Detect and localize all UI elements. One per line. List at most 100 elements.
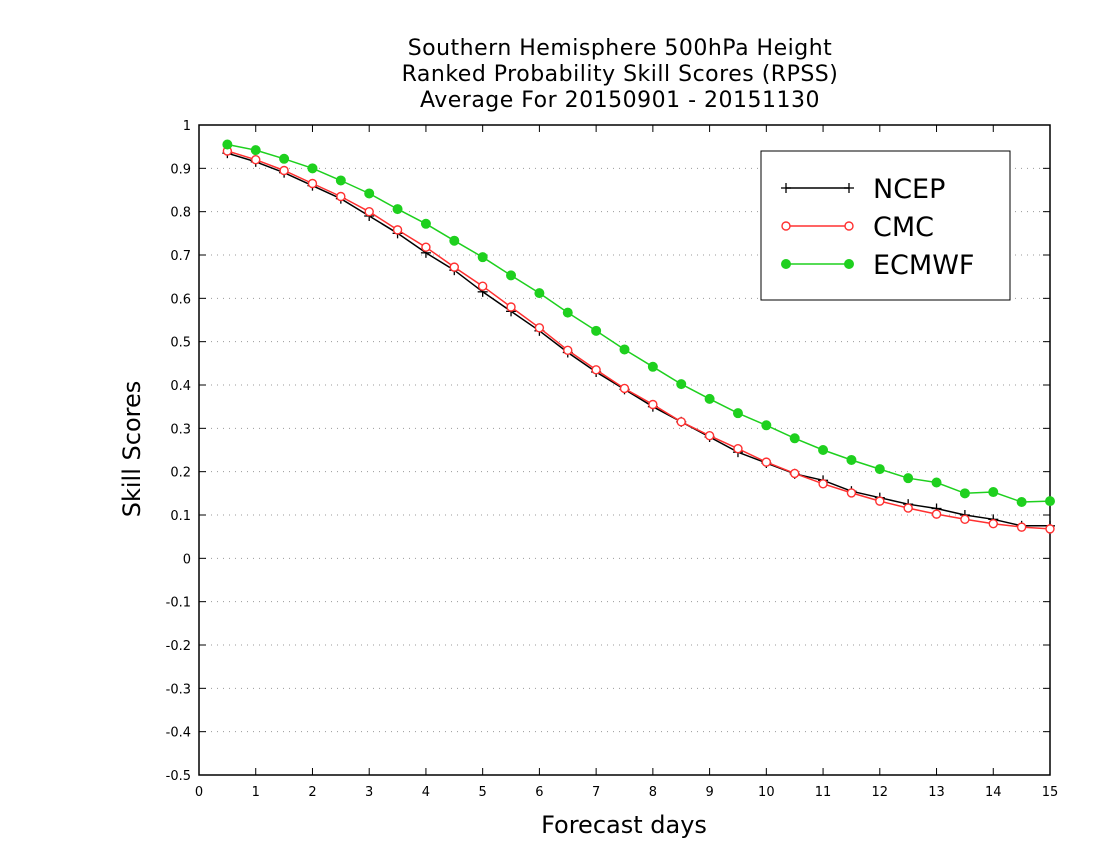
y-tick-label: -0.2 bbox=[166, 639, 191, 654]
chart-title-line-1: Southern Hemisphere 500hPa Height bbox=[407, 36, 833, 61]
data-point-ecmwf bbox=[222, 139, 233, 150]
data-point-cmc bbox=[704, 431, 715, 441]
legend-marker-cmc bbox=[844, 221, 854, 231]
data-point-ecmwf bbox=[307, 163, 318, 174]
data-point-cmc bbox=[364, 206, 374, 217]
data-point-ecmwf bbox=[364, 188, 375, 199]
x-tick-label: 5 bbox=[479, 785, 487, 800]
x-tick-label: 10 bbox=[758, 785, 775, 800]
legend: NCEP CMC ECMWF bbox=[760, 150, 1011, 301]
y-tick-label: 0.3 bbox=[170, 422, 191, 437]
data-point-cmc bbox=[591, 365, 601, 375]
data-point-ecmwf bbox=[477, 252, 488, 263]
data-point-ecmwf bbox=[420, 218, 431, 229]
legend-marker-cmc bbox=[781, 221, 791, 231]
legend-marker-ecmwf bbox=[844, 259, 854, 269]
x-tick-label: 9 bbox=[705, 785, 713, 800]
data-point-cmc bbox=[421, 242, 431, 252]
data-point-ecmwf bbox=[874, 464, 885, 475]
data-point-cmc bbox=[875, 496, 885, 506]
data-point-cmc bbox=[846, 488, 857, 498]
series-line-ncep bbox=[227, 152, 1050, 527]
x-tick-label: 11 bbox=[815, 785, 832, 800]
data-point-cmc bbox=[1016, 522, 1027, 532]
y-tick-label: -0.1 bbox=[166, 596, 191, 611]
data-point-ecmwf bbox=[506, 270, 517, 281]
data-point-ecmwf bbox=[335, 175, 346, 186]
data-point-ecmwf bbox=[392, 204, 403, 215]
data-point-ecmwf bbox=[676, 379, 687, 390]
data-point-cmc bbox=[1045, 524, 1055, 534]
legend-label-ncep: NCEP bbox=[873, 174, 945, 205]
data-point-cmc bbox=[506, 302, 516, 312]
data-point-cmc bbox=[818, 479, 828, 489]
data-point-cmc bbox=[733, 444, 743, 454]
y-tick-label: 0.5 bbox=[170, 336, 191, 351]
data-point-ecmwf bbox=[846, 454, 857, 465]
y-tick-label: 0.4 bbox=[170, 379, 191, 394]
data-point-cmc bbox=[619, 383, 630, 394]
y-tick-label: 0.7 bbox=[170, 249, 191, 264]
y-tick-label: 1 bbox=[183, 119, 191, 134]
y-tick-label: 0.8 bbox=[170, 206, 191, 221]
y-tick-label: 0.9 bbox=[170, 162, 191, 177]
y-tick-label: 0 bbox=[183, 552, 191, 567]
chart-title-line-2: Ranked Probability Skill Scores (RPSS) bbox=[401, 62, 839, 87]
data-point-cmc bbox=[534, 323, 545, 333]
data-point-ecmwf bbox=[931, 477, 942, 488]
y-tick-label: -0.4 bbox=[166, 726, 191, 741]
y-tick-label: 0.6 bbox=[170, 292, 191, 307]
data-point-ecmwf bbox=[988, 487, 999, 498]
x-tick-label: 15 bbox=[1042, 785, 1059, 800]
data-point-cmc bbox=[279, 165, 289, 176]
data-point-ecmwf bbox=[761, 420, 772, 431]
data-point-ecmwf bbox=[818, 445, 829, 455]
data-point-cmc bbox=[648, 399, 658, 410]
data-point-cmc bbox=[449, 262, 459, 272]
data-point-cmc bbox=[676, 417, 686, 427]
axes: -0.5 -0.4 -0.3 -0.2 -0.1 0 0.1 0.2 0.3 0.4 0.5 0.6 0… bbox=[166, 119, 1059, 800]
data-point-ecmwf bbox=[279, 153, 290, 164]
data-point-cmc bbox=[392, 225, 403, 235]
series-lines bbox=[222, 139, 1055, 534]
data-point-ecmwf bbox=[534, 288, 545, 299]
y-tick-label: 0.1 bbox=[170, 509, 191, 524]
y-tick-label: -0.3 bbox=[166, 682, 191, 697]
data-point-cmc bbox=[960, 514, 970, 525]
x-tick-label: 0 bbox=[195, 785, 203, 800]
x-tick-label: 12 bbox=[872, 785, 889, 800]
data-point-cmc bbox=[761, 457, 772, 467]
chart-title-line-3: Average For 20150901 - 20151130 bbox=[419, 88, 821, 113]
legend-marker-ecmwf bbox=[781, 259, 791, 269]
data-point-cmc bbox=[988, 518, 998, 529]
data-point-cmc bbox=[477, 281, 488, 291]
y-tick-label: 0.2 bbox=[170, 466, 191, 481]
series-ecmwf bbox=[222, 139, 1055, 507]
data-point-ecmwf bbox=[250, 145, 261, 156]
series-line-cmc bbox=[227, 150, 1051, 530]
x-axis-label: Forecast days bbox=[541, 811, 707, 839]
data-point-cmc bbox=[563, 345, 573, 356]
data-point-cmc bbox=[931, 509, 942, 519]
x-tick-label: 1 bbox=[252, 785, 260, 800]
data-point-ecmwf bbox=[562, 307, 573, 318]
x-tick-label: 4 bbox=[422, 785, 430, 800]
series-cmc bbox=[222, 146, 1055, 534]
x-tick-label: 3 bbox=[365, 785, 373, 800]
data-point-cmc bbox=[336, 191, 346, 202]
data-point-ecmwf bbox=[619, 344, 630, 355]
data-point-ecmwf bbox=[591, 325, 602, 336]
x-tick-label: 14 bbox=[985, 785, 1002, 800]
x-tick-label: 6 bbox=[535, 785, 543, 800]
data-point-cmc bbox=[307, 178, 318, 189]
plot-frame bbox=[198, 124, 1051, 776]
x-tick-label: 8 bbox=[649, 785, 657, 800]
data-point-ecmwf bbox=[1016, 497, 1027, 507]
legend-label-ecmwf: ECMWF bbox=[873, 250, 974, 281]
y-tick-label: -0.5 bbox=[166, 769, 191, 784]
data-point-ecmwf bbox=[959, 488, 970, 499]
data-point-ecmwf bbox=[449, 235, 460, 246]
data-point-ecmwf bbox=[903, 473, 914, 484]
data-point-ecmwf bbox=[732, 408, 743, 419]
